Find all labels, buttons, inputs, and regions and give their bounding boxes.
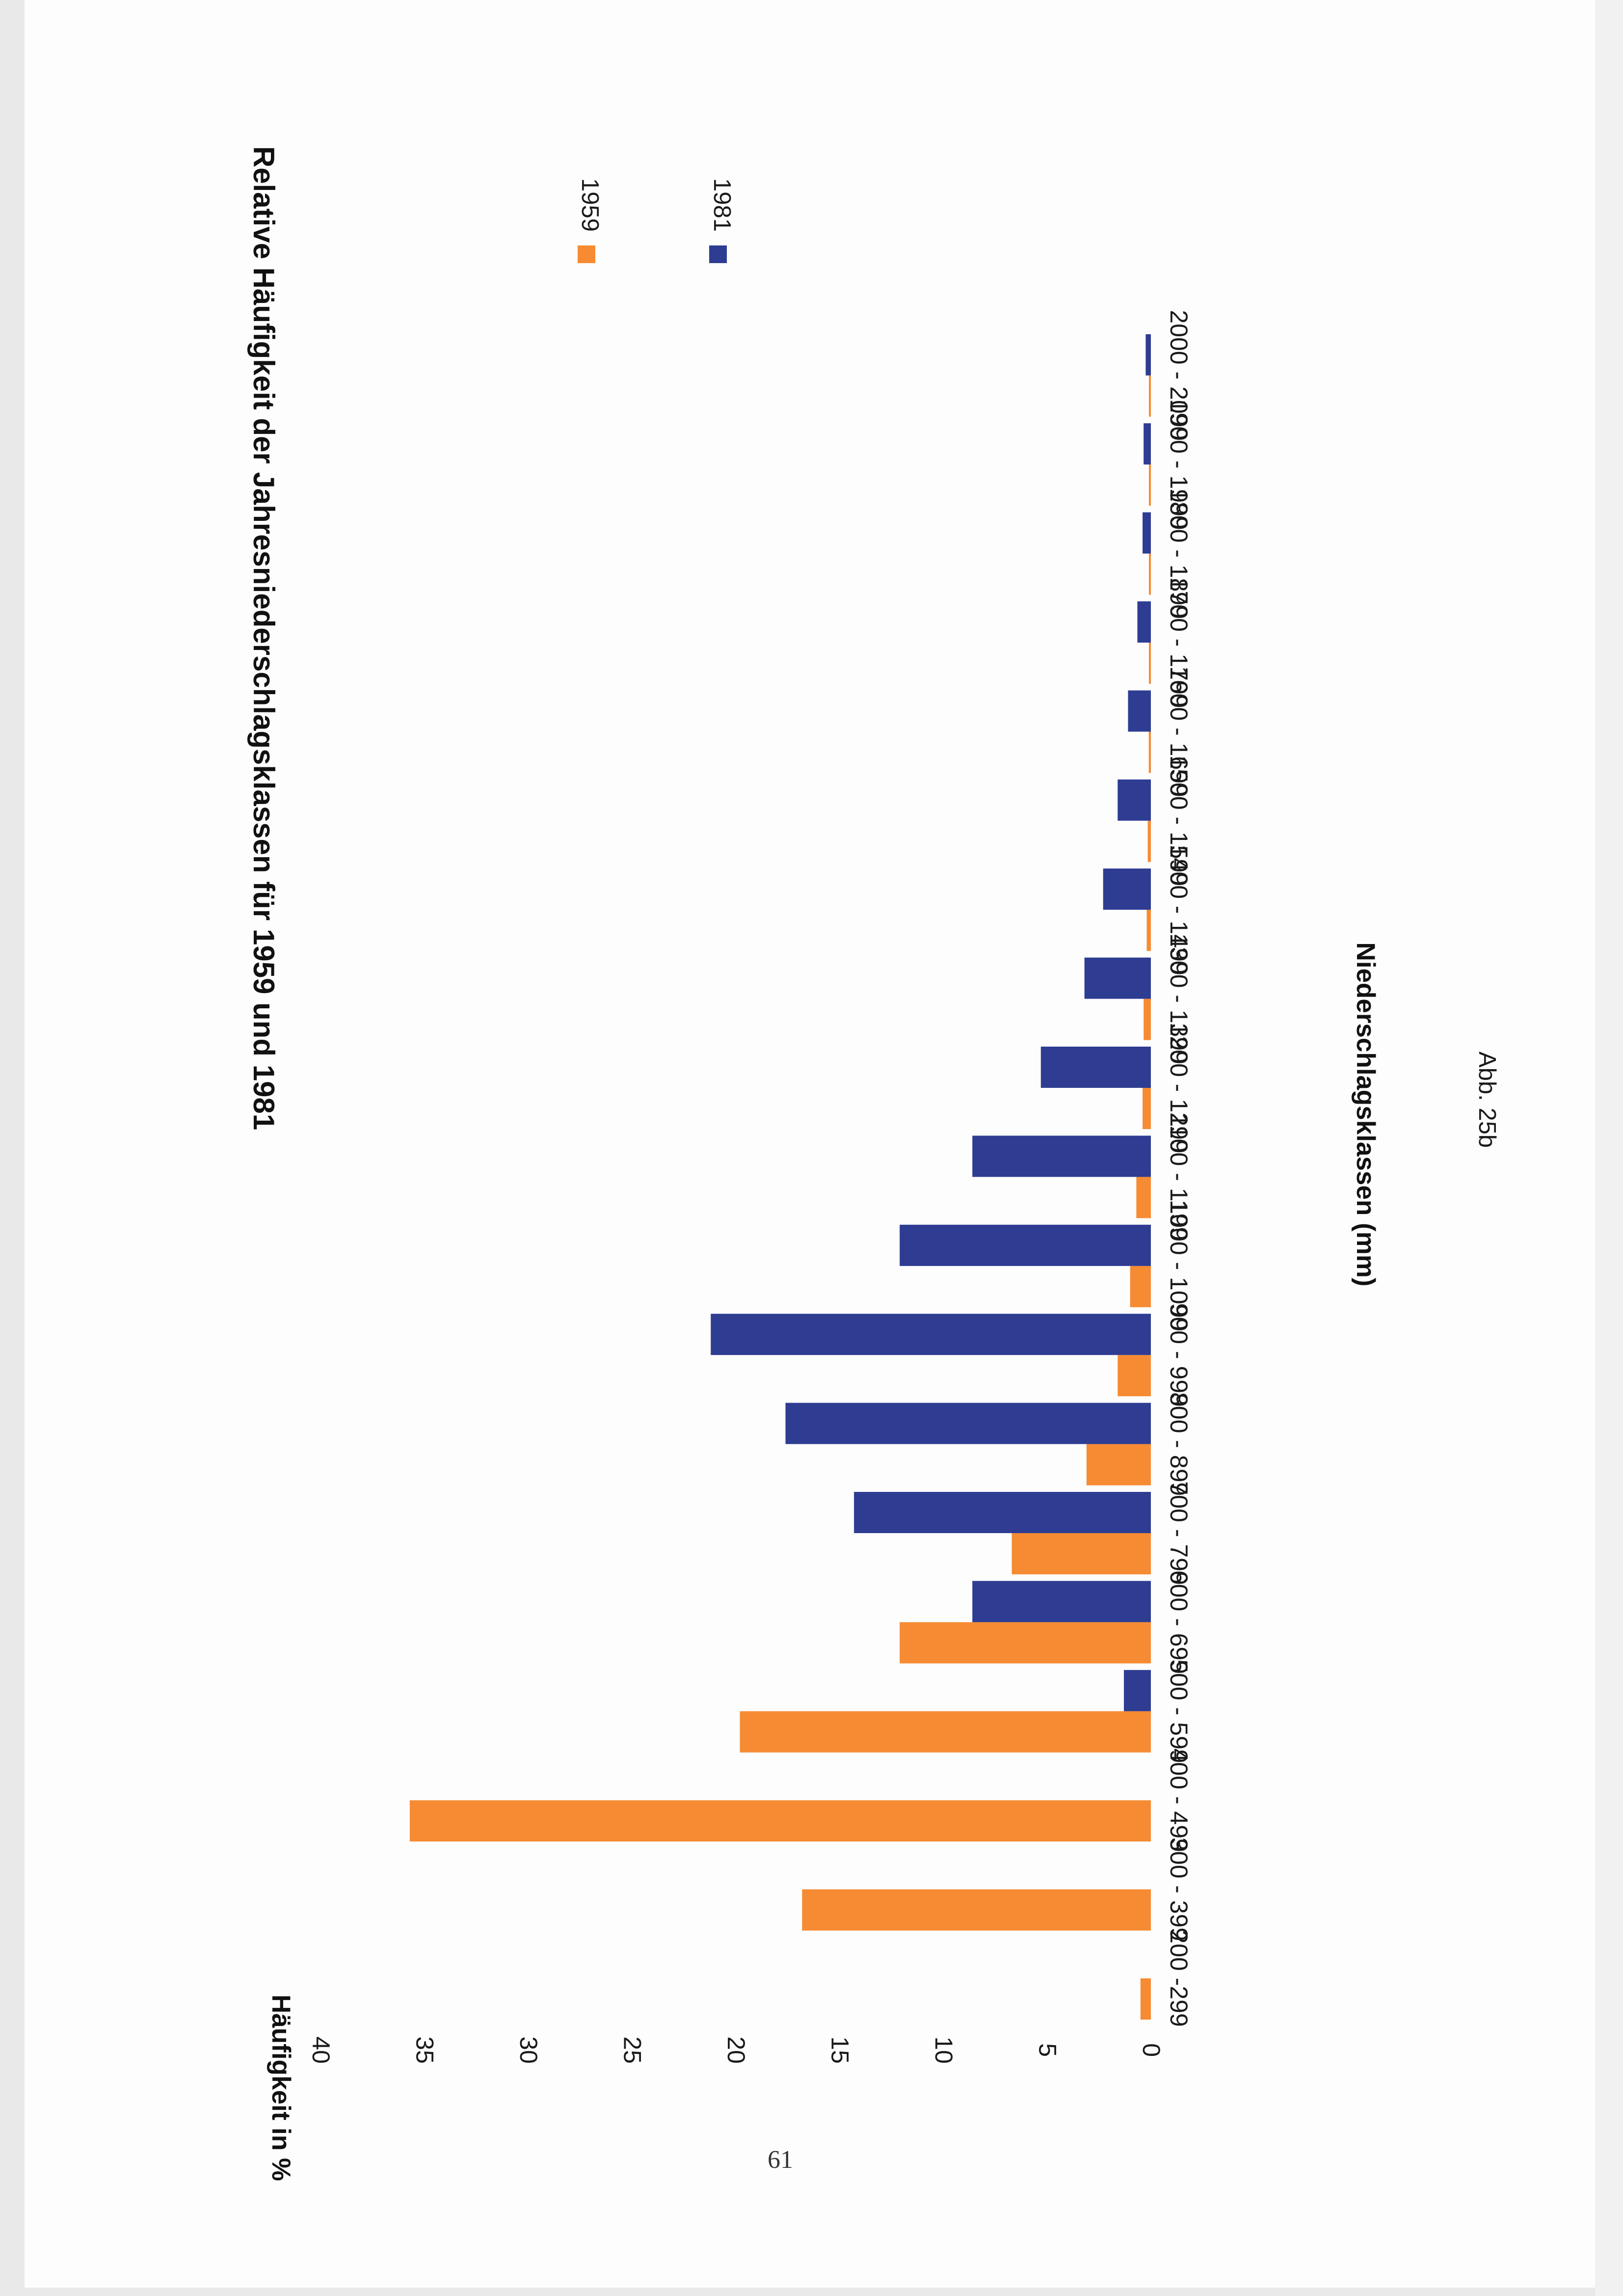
bar-1959-1100-1199 <box>1136 1177 1151 1218</box>
x-tick-label-20: 20 <box>722 2036 750 2064</box>
bar-1959-700-799 <box>1011 1533 1151 1574</box>
bar-1959-400-499 <box>409 1800 1151 1842</box>
x-tick-label-40: 40 <box>307 2036 335 2064</box>
bar-1959-1400-1499 <box>1146 910 1151 951</box>
page-edge-shadow <box>1595 0 1623 2296</box>
legend-label-1981: 1981 <box>709 178 735 232</box>
legend-label-1959: 1959 <box>577 178 603 232</box>
bar-1981-1100-1199 <box>972 1135 1151 1177</box>
x-tick-label-0: 0 <box>1138 2043 1165 2057</box>
legend-swatch-1959 <box>578 245 595 263</box>
category-label-1400-1499: 1400 - 1499 <box>1165 844 1193 975</box>
bar-1981-1000-1099 <box>900 1224 1151 1266</box>
bar-1959-1800-1899 <box>1149 553 1151 595</box>
category-label-1200-1299: 1200 - 1299 <box>1165 1023 1193 1154</box>
bar-1959-500-599 <box>740 1711 1151 1753</box>
category-label-2000-2099: 2000 - 2099 <box>1165 310 1193 441</box>
bar-1981-2000-2099 <box>1145 334 1151 376</box>
bar-1981-500-599 <box>1124 1670 1151 1711</box>
category-label-1700-1799: 1700 - 1799 <box>1165 577 1193 708</box>
figure-label: Abb. 25b <box>1474 1052 1500 1148</box>
bar-1959-800-899 <box>1086 1444 1151 1486</box>
bar-1959-200-299 <box>1140 1978 1151 2020</box>
category-label-1100-1199: 1100 - 1199 <box>1165 1113 1193 1241</box>
bar-1959-600-699 <box>900 1622 1151 1664</box>
bar-1959-1900-1999 <box>1149 464 1151 506</box>
category-label-400-499: 400 - 499 <box>1165 1749 1193 1852</box>
bar-1981-1900-1999 <box>1144 423 1151 465</box>
page-number: 61 <box>768 2146 793 2174</box>
bar-1981-1400-1499 <box>1103 868 1151 910</box>
category-label-300-399: 300 - 399 <box>1165 1837 1193 1941</box>
bar-1959-1200-1299 <box>1143 1088 1151 1129</box>
category-label-1800-1899: 1800 - 1899 <box>1165 488 1193 619</box>
legend: 1959 1981 <box>577 178 735 263</box>
x-axis-label: Häufigkeit in % <box>266 1995 295 2181</box>
category-label-900-999: 900 - 999 <box>1165 1303 1193 1407</box>
y-axis-label: Niederschlagsklassen (mm) <box>1351 942 1380 1286</box>
x-tick-label-10: 10 <box>930 2036 958 2064</box>
bar-1959-1700-1799 <box>1149 643 1151 684</box>
bar-1981-1500-1599 <box>1117 779 1151 821</box>
category-label-600-699: 600 - 699 <box>1165 1570 1193 1674</box>
legend-swatch-1981 <box>709 245 727 263</box>
category-label-1300-1399: 1300 - 1399 <box>1165 933 1193 1064</box>
bar-1959-1500-1599 <box>1147 820 1151 862</box>
x-tick-label-5: 5 <box>1034 2043 1062 2057</box>
bar-1959-900-999 <box>1117 1355 1151 1397</box>
bar-1981-1200-1299 <box>1040 1047 1151 1088</box>
category-label-800-899: 800 - 899 <box>1165 1392 1193 1496</box>
x-tick-label-25: 25 <box>619 2036 646 2064</box>
bar-1959-1300-1399 <box>1144 999 1151 1040</box>
bar-1981-900-999 <box>711 1314 1151 1355</box>
x-tick-label-30: 30 <box>515 2036 542 2064</box>
bar-1959-1600-1699 <box>1148 731 1151 773</box>
category-label-1900-1999: 1900 - 1999 <box>1165 399 1193 530</box>
bar-1981-600-699 <box>972 1581 1151 1622</box>
x-tick-label-15: 15 <box>826 2036 854 2064</box>
bar-1981-800-899 <box>785 1403 1151 1444</box>
chart-title: Relative Häufigkeit der Jahresniederschl… <box>247 146 280 1130</box>
bar-1959-1000-1099 <box>1130 1266 1151 1307</box>
category-label-1500-1599: 1500 - 1599 <box>1165 755 1193 886</box>
bar-1981-1800-1899 <box>1143 512 1151 554</box>
bar-1981-700-799 <box>854 1492 1151 1533</box>
bar-1959-300-399 <box>802 1889 1151 1931</box>
bar-1981-1300-1399 <box>1084 957 1151 999</box>
category-label-200-299: 200 -299 <box>1165 1930 1193 2026</box>
category-label-1000-1099: 1000 - 1099 <box>1165 1200 1193 1331</box>
bar-1981-1600-1699 <box>1128 690 1151 732</box>
category-label-500-599: 500 - 599 <box>1165 1659 1193 1763</box>
x-tick-label-35: 35 <box>411 2036 439 2064</box>
bar-1981-1700-1799 <box>1137 601 1151 643</box>
category-label-700-799: 700 - 799 <box>1165 1481 1193 1585</box>
bar-1959-2000-2099 <box>1149 375 1151 417</box>
category-label-1600-1699: 1600 - 1699 <box>1165 666 1193 797</box>
